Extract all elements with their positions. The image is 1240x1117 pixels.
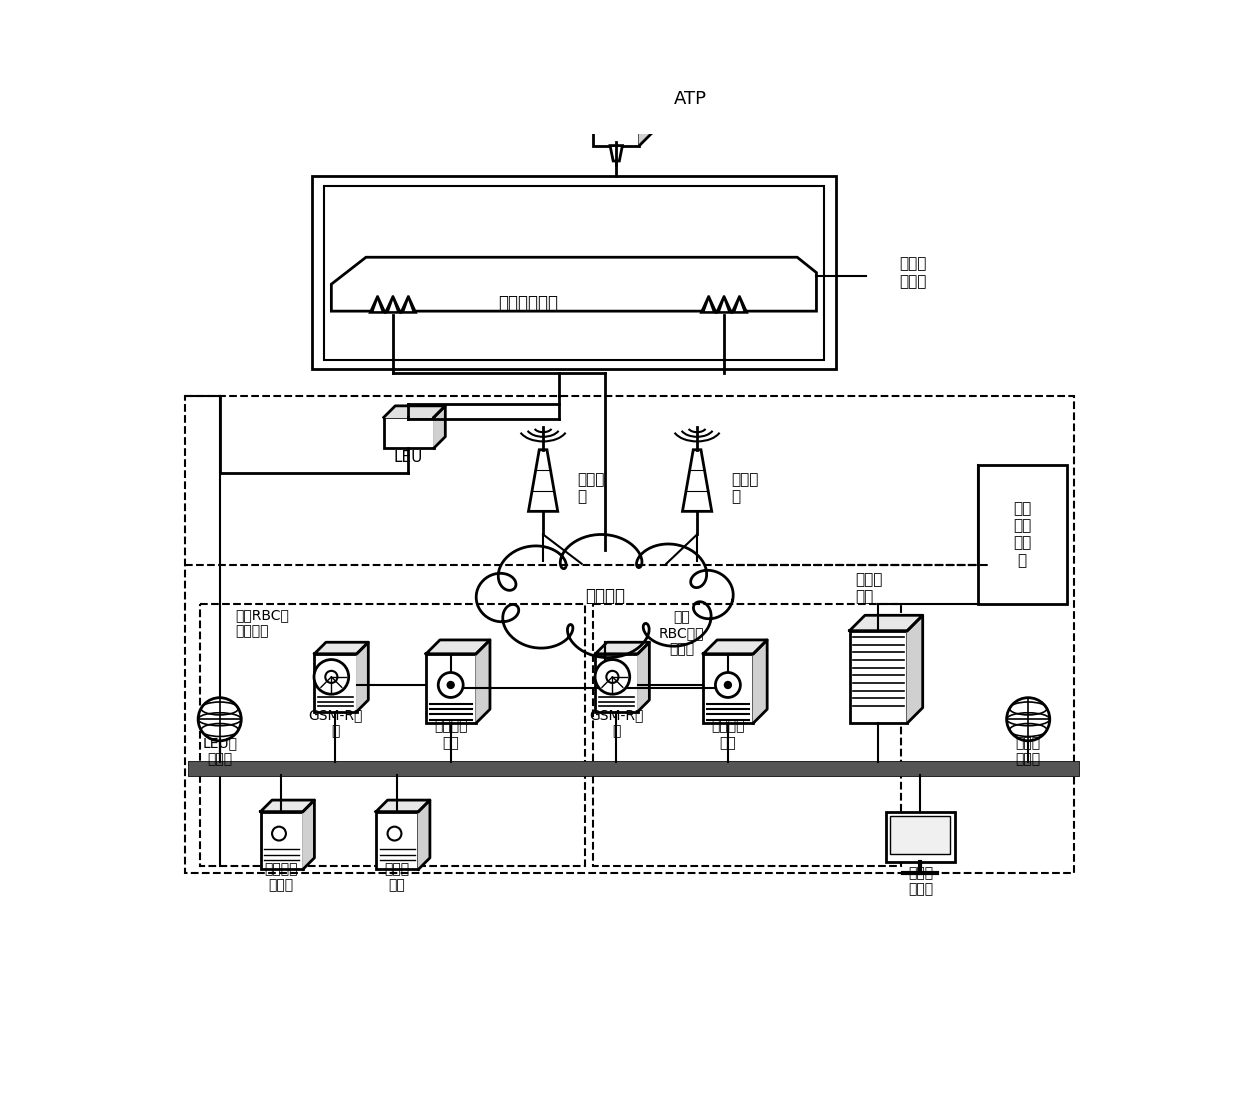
Bar (376, 812, 418, 869)
Bar (324, 187, 825, 360)
Polygon shape (754, 640, 768, 723)
Text: 第二
RBC模拟
子系统: 第二 RBC模拟 子系统 (658, 610, 704, 656)
Text: 有源应答器组: 有源应答器组 (497, 295, 558, 313)
Polygon shape (717, 296, 732, 313)
Circle shape (388, 827, 402, 840)
Bar (593, 604, 901, 866)
Circle shape (595, 659, 630, 694)
Circle shape (724, 681, 732, 688)
Circle shape (610, 109, 615, 114)
Text: 核心处理
单元: 核心处理 单元 (434, 719, 467, 750)
Polygon shape (701, 296, 717, 313)
Polygon shape (476, 640, 490, 723)
Text: 第一基
站: 第一基 站 (578, 472, 605, 505)
Circle shape (715, 672, 740, 697)
Bar (188, 762, 1079, 775)
Bar (595, 653, 637, 712)
Text: 业务
监测
子系
统: 业务 监测 子系 统 (1013, 500, 1032, 569)
Polygon shape (401, 296, 417, 313)
Bar (315, 653, 357, 712)
Polygon shape (720, 300, 728, 312)
Polygon shape (389, 300, 397, 312)
Text: 核心处理
单元: 核心处理 单元 (712, 719, 745, 750)
Polygon shape (704, 300, 713, 312)
Polygon shape (682, 450, 712, 512)
Text: 接口监
测网关: 接口监 测网关 (1016, 736, 1040, 766)
Bar (185, 395, 1074, 873)
Polygon shape (404, 300, 412, 312)
Polygon shape (593, 68, 655, 84)
Bar (312, 176, 836, 369)
Polygon shape (373, 300, 382, 312)
Polygon shape (476, 535, 733, 658)
Text: 网管子
系统: 网管子 系统 (384, 862, 409, 892)
Text: 时间同步
子系统: 时间同步 子系统 (264, 862, 298, 892)
Polygon shape (640, 68, 655, 145)
Polygon shape (370, 296, 386, 313)
Bar (201, 604, 585, 866)
Text: 漏泄同
轴电缆: 漏泄同 轴电缆 (899, 257, 926, 289)
Polygon shape (260, 800, 315, 812)
Bar (260, 812, 303, 869)
Polygon shape (735, 300, 743, 312)
Polygon shape (610, 145, 622, 161)
Circle shape (606, 671, 619, 682)
Bar (383, 418, 434, 448)
Bar (593, 84, 640, 145)
Circle shape (272, 827, 286, 840)
Polygon shape (376, 800, 430, 812)
Polygon shape (357, 642, 368, 712)
Text: 传输网络: 传输网络 (585, 588, 625, 605)
Polygon shape (637, 642, 650, 712)
Circle shape (605, 104, 620, 120)
Polygon shape (849, 615, 923, 631)
Bar (885, 812, 955, 861)
Polygon shape (315, 642, 368, 653)
Bar (890, 817, 950, 855)
Polygon shape (703, 640, 768, 653)
Circle shape (448, 681, 454, 688)
Polygon shape (595, 642, 650, 653)
Circle shape (325, 671, 337, 682)
Text: 第一RBC模
拟子系统: 第一RBC模 拟子系统 (236, 608, 289, 638)
Polygon shape (418, 800, 430, 869)
Text: GSM-R网
关: GSM-R网 关 (589, 708, 644, 738)
Circle shape (1007, 698, 1050, 741)
Circle shape (314, 659, 348, 694)
Polygon shape (732, 296, 748, 313)
Polygon shape (528, 450, 558, 512)
Bar (703, 653, 754, 723)
Bar (978, 465, 1066, 604)
Text: 库检服
务器: 库检服 务器 (854, 572, 883, 604)
Polygon shape (386, 296, 401, 313)
Text: LEU接
口网关: LEU接 口网关 (202, 736, 237, 766)
Polygon shape (908, 615, 923, 723)
Circle shape (438, 672, 464, 697)
Polygon shape (303, 800, 315, 869)
Text: LEU: LEU (393, 450, 423, 465)
Bar (427, 653, 476, 723)
Polygon shape (188, 762, 1079, 775)
Polygon shape (427, 640, 490, 653)
Text: GSM-R网
关: GSM-R网 关 (308, 708, 362, 738)
Text: 第二基
站: 第二基 站 (732, 472, 759, 505)
Text: ATP: ATP (675, 90, 707, 108)
Text: 操作显
示终端: 操作显 示终端 (908, 866, 932, 896)
Polygon shape (434, 405, 445, 448)
Polygon shape (331, 257, 816, 312)
Bar (849, 631, 908, 723)
Polygon shape (383, 405, 445, 418)
Circle shape (198, 698, 242, 741)
